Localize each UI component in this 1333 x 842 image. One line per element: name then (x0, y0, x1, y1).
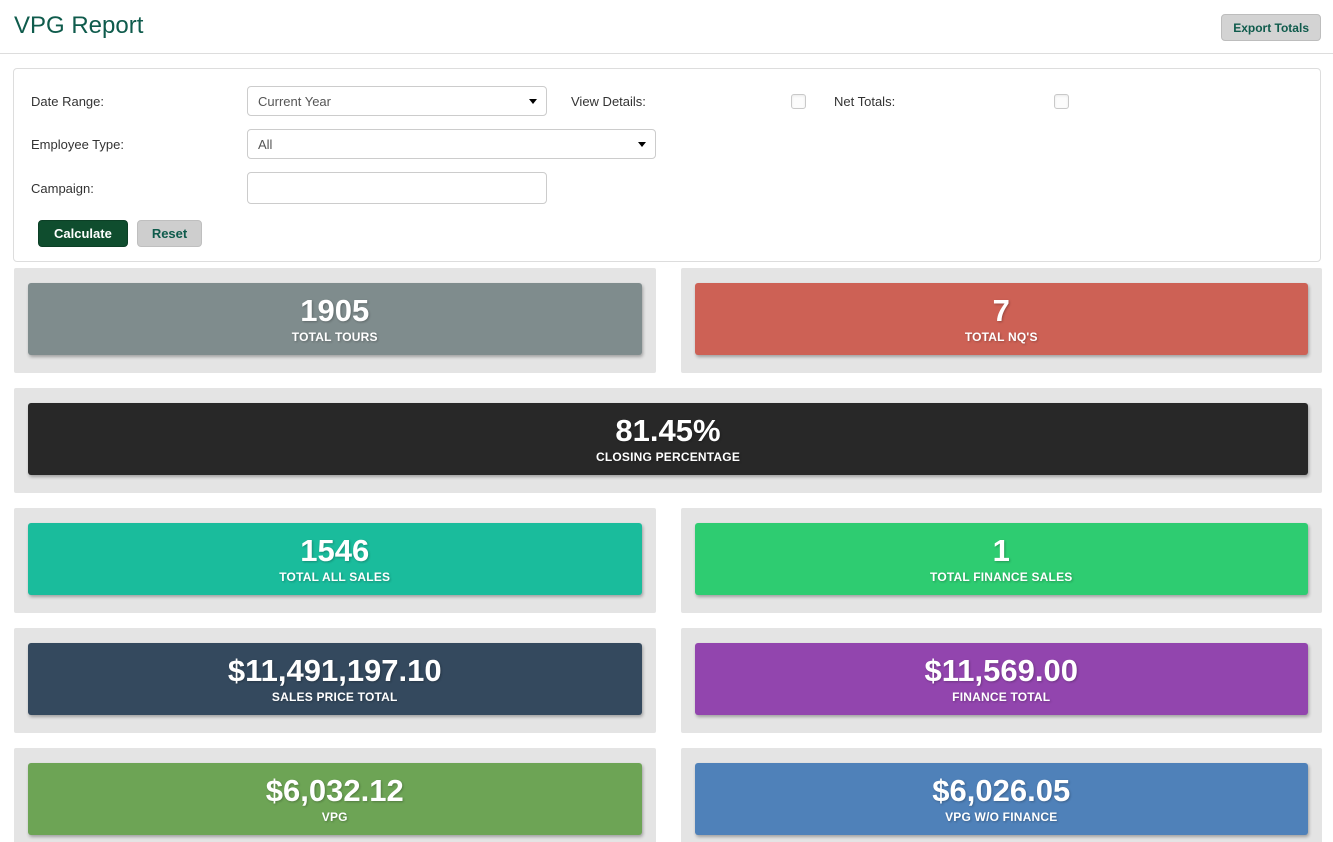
tile-vpg-wo-finance: $6,026.05 VPG W/O FINANCE (694, 763, 1308, 835)
net-totals-checkbox[interactable] (1054, 93, 1069, 109)
totals-panel: $6,026.05 VPG W/O FINANCE (680, 748, 1322, 842)
tile-value: 81.45% (615, 413, 721, 448)
tile-label: FINANCE TOTAL (952, 690, 1051, 704)
tile-total-all-sales: 1546 TOTAL ALL SALES (28, 523, 642, 595)
filter-panel: Date Range: Current Year View Details: N… (13, 68, 1321, 262)
tile-value: $6,032.12 (265, 773, 404, 808)
tile-closing-percentage: 81.45% CLOSING PERCENTAGE (28, 403, 1308, 475)
employee-type-select[interactable]: All (247, 129, 656, 159)
tile-label: TOTAL NQ'S (964, 330, 1038, 344)
tile-value: 1905 (300, 293, 370, 328)
totals-panel: 1 TOTAL FINANCE SALES (680, 508, 1322, 613)
tile-total-finance-sales: 1 TOTAL FINANCE SALES (694, 523, 1308, 595)
date-range-label: Date Range: (31, 93, 104, 109)
tile-label: VPG W/O FINANCE (945, 810, 1058, 824)
totals-panel: $11,569.00 FINANCE TOTAL (680, 628, 1322, 733)
tile-label: SALES PRICE TOTAL (271, 690, 398, 704)
totals-row-3: 1546 TOTAL ALL SALES 1 TOTAL FINANCE SAL… (14, 508, 1322, 613)
view-details-checkbox[interactable] (791, 93, 806, 109)
tile-finance-total: $11,569.00 FINANCE TOTAL (694, 643, 1308, 715)
totals-panel: 7 TOTAL NQ'S (680, 268, 1322, 373)
totals-panel: 1546 TOTAL ALL SALES (14, 508, 656, 613)
tile-value: 1546 (300, 533, 370, 568)
employee-type-select-wrap: All (247, 129, 656, 159)
filter-row-date-range: Date Range: Current Year View Details: N… (31, 86, 1303, 116)
totals-panel: 1905 TOTAL TOURS (14, 268, 656, 373)
employee-type-label: Employee Type: (31, 136, 124, 152)
tile-total-tours: 1905 TOTAL TOURS (28, 283, 642, 355)
totals-row-1: 1905 TOTAL TOURS 7 TOTAL NQ'S (14, 268, 1322, 373)
campaign-input[interactable] (247, 172, 547, 204)
tile-sales-price-total: $11,491,197.10 SALES PRICE TOTAL (28, 643, 642, 715)
date-range-select-wrap: Current Year (247, 86, 547, 116)
tile-value: 7 (992, 293, 1010, 328)
reset-button[interactable]: Reset (136, 220, 203, 247)
filter-row-employee-type: Employee Type: All (31, 129, 1303, 159)
totals-row-2: 81.45% CLOSING PERCENTAGE (14, 388, 1322, 493)
filter-row-campaign: Campaign: (31, 172, 1303, 204)
totals-panel: $6,032.12 VPG (14, 748, 656, 842)
tile-value: $11,491,197.10 (227, 653, 442, 688)
calculate-button[interactable]: Calculate (38, 220, 128, 247)
tile-label: CLOSING PERCENTAGE (595, 450, 741, 464)
page-title: VPG Report (14, 12, 144, 39)
tile-value: 1 (992, 533, 1010, 568)
campaign-label: Campaign: (31, 180, 94, 196)
tile-label: TOTAL TOURS (291, 330, 378, 344)
totals-row-4: $11,491,197.10 SALES PRICE TOTAL $11,569… (14, 628, 1322, 733)
tile-label: VPG (321, 810, 348, 824)
tile-vpg: $6,032.12 VPG (28, 763, 642, 835)
filter-buttons-row: Calculate Reset (38, 220, 1303, 247)
totals-panel: $11,491,197.10 SALES PRICE TOTAL (14, 628, 656, 733)
export-totals-button[interactable]: Export Totals (1221, 14, 1321, 41)
totals-row-5: $6,032.12 VPG $6,026.05 VPG W/O FINANCE (14, 748, 1322, 842)
date-range-select[interactable]: Current Year (247, 86, 547, 116)
tile-total-nqs: 7 TOTAL NQ'S (694, 283, 1308, 355)
page-header: VPG Report Export Totals (0, 0, 1333, 54)
net-totals-label: Net Totals: (834, 93, 896, 109)
tile-label: TOTAL FINANCE SALES (930, 570, 1073, 584)
tile-value: $11,569.00 (924, 653, 1078, 688)
view-details-label: View Details: (571, 93, 646, 109)
totals-panel: 81.45% CLOSING PERCENTAGE (14, 388, 1322, 493)
tile-label: TOTAL ALL SALES (279, 570, 391, 584)
tile-value: $6,026.05 (932, 773, 1071, 808)
